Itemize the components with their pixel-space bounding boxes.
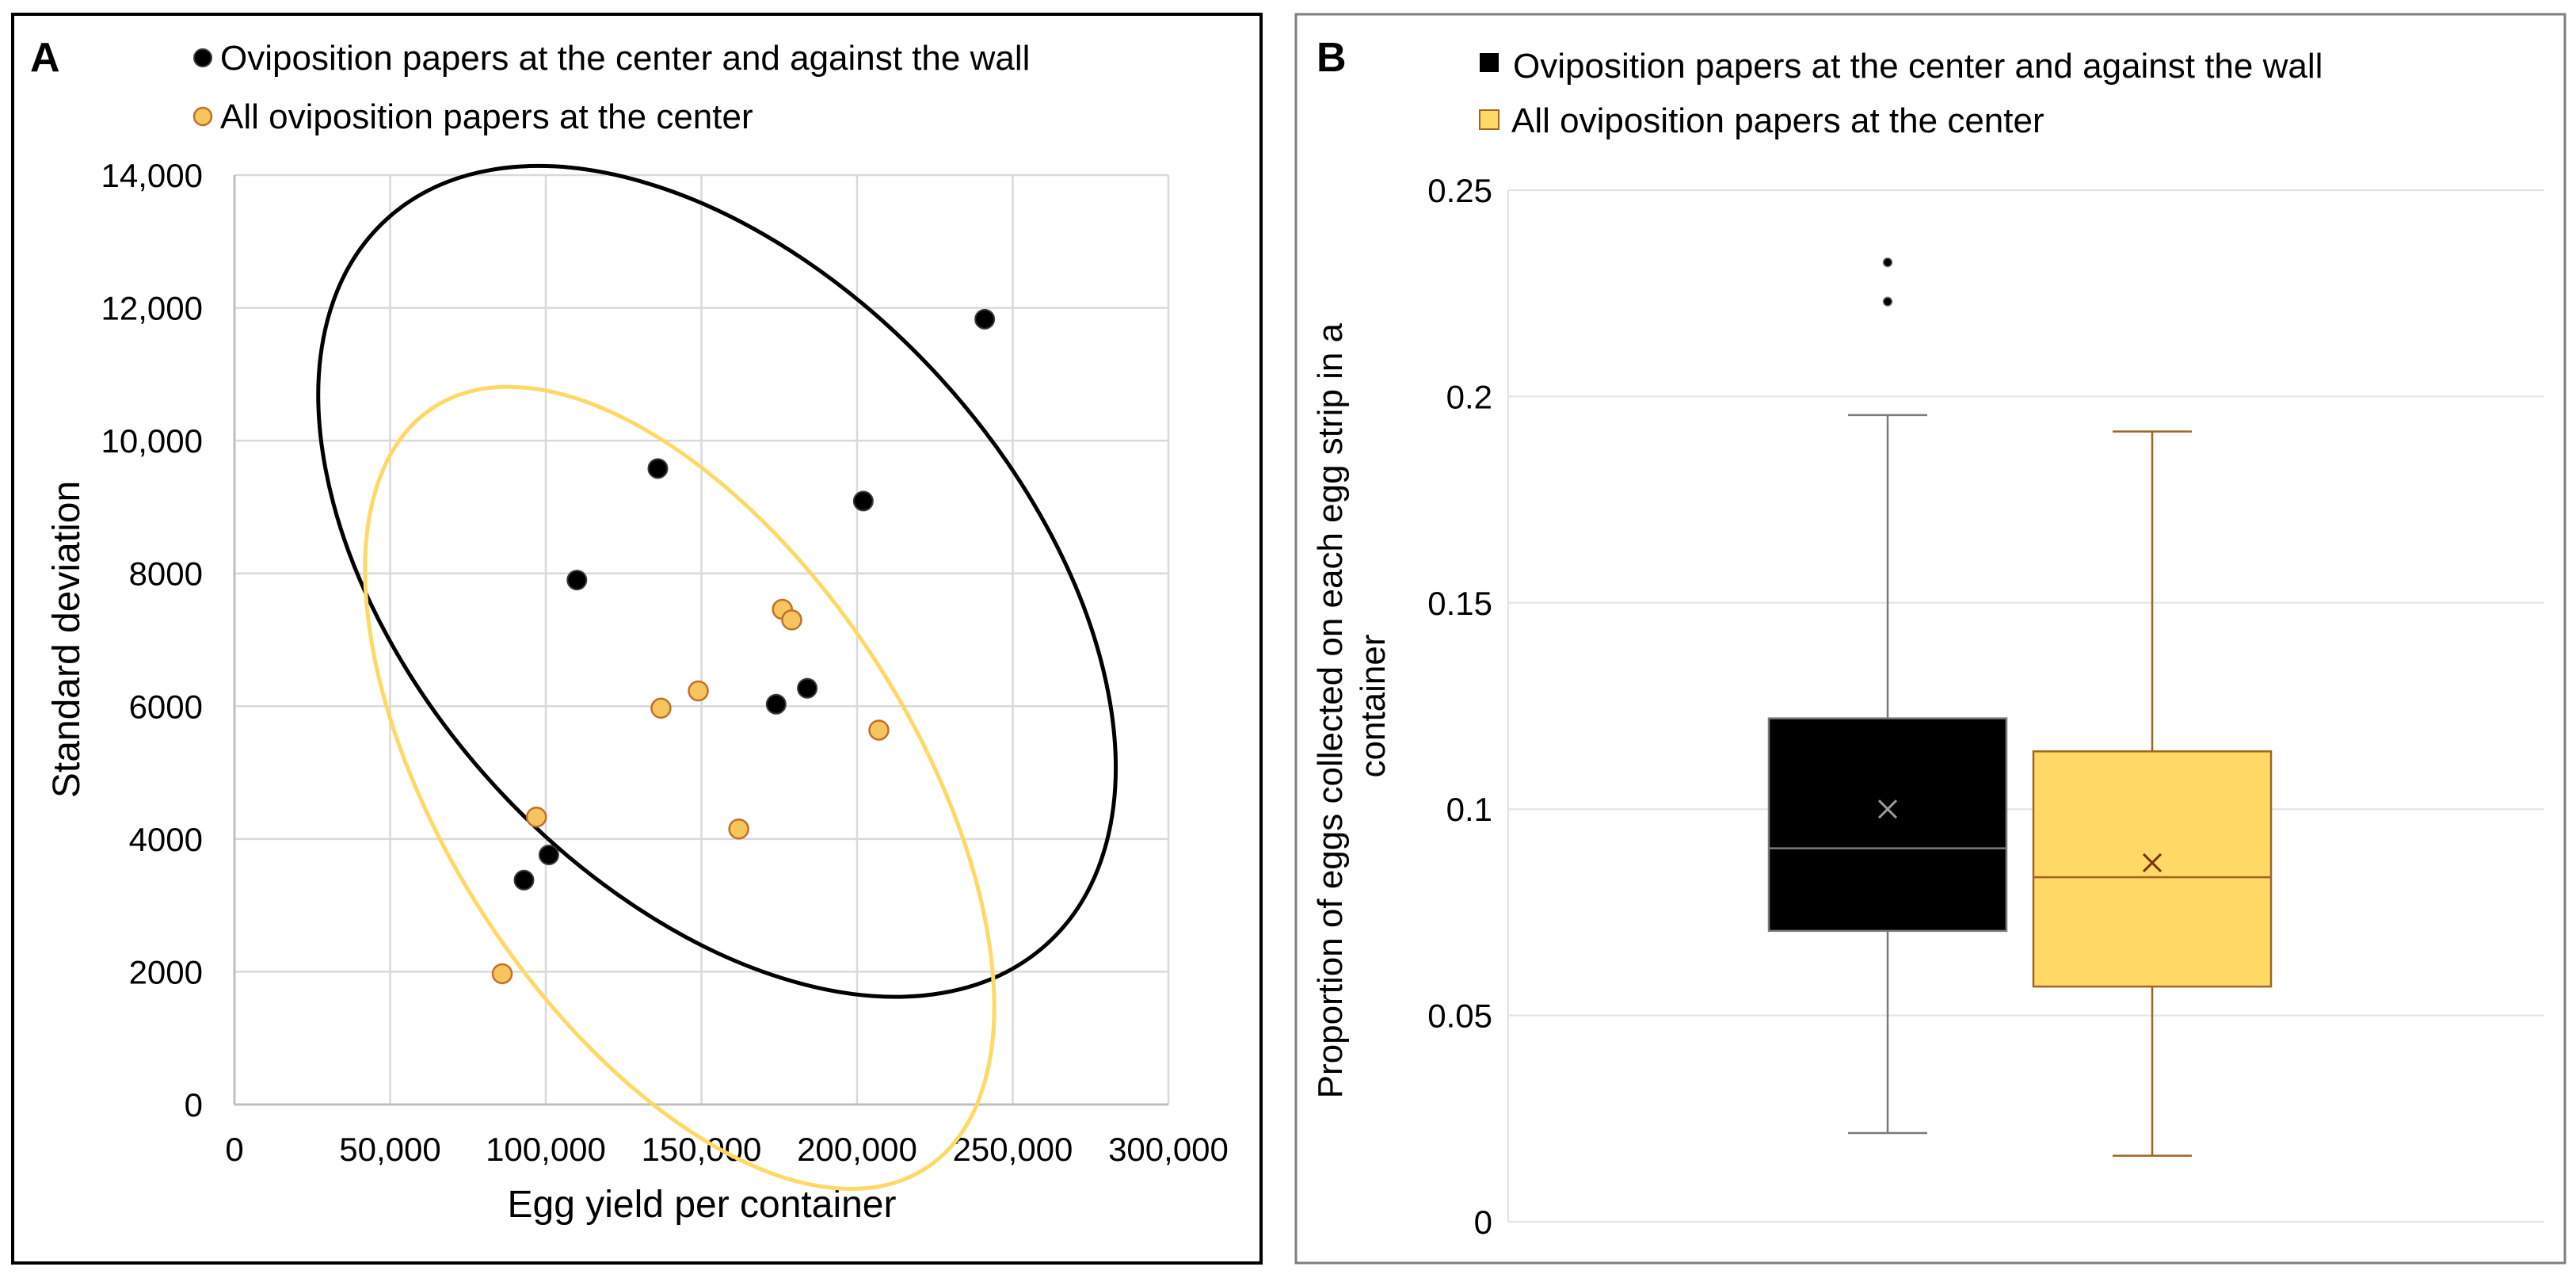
panel-b-center-mean-marker	[2142, 853, 2163, 872]
panel-a-x-tick-label: 100,000	[486, 1131, 606, 1168]
panel-a-y-tick-label: 6000	[129, 688, 203, 725]
panel-a-points	[491, 308, 996, 985]
panel-a-ellipse-wall	[316, 164, 1118, 999]
legend-a-center-label: All oviposition papers at the center	[220, 97, 753, 136]
panel-a-y-tick-label: 4000	[129, 821, 203, 858]
panel-a-ellipse-center	[363, 384, 996, 1191]
panel-a-x-tick-label: 250,000	[953, 1131, 1073, 1168]
legend-a-center-marker	[192, 106, 213, 127]
legend-b-wall-marker	[1480, 53, 1499, 72]
legend-a-wall-label: Oviposition papers at the center and aga…	[220, 39, 1030, 78]
legend-b-center-label: All oviposition papers at the center	[1511, 101, 2044, 140]
panel-a-point-wall	[797, 677, 818, 699]
panel-a-frame	[11, 13, 1263, 1265]
panel-a-point-wall	[974, 308, 996, 330]
panel-b-y-tick-labels: 0 0.05 0.1 0.15 0.2 0.25	[1427, 172, 1492, 1241]
legend-a-wall-marker	[193, 48, 212, 67]
panel-b-y-axis-title: Proportion of eggs collected on each egg…	[1311, 314, 1393, 1099]
panel-b-y-tick-label: 0.1	[1446, 791, 1492, 828]
panel-b-y-tick-label: 0	[1474, 1204, 1492, 1241]
panel-a-point-center	[491, 963, 513, 985]
panel-b-y-tick-label: 0.05	[1427, 998, 1492, 1035]
panel-a-point-wall	[765, 693, 787, 715]
panel-a-point-wall	[538, 844, 559, 865]
panel-a-scatter: A Oviposition papers at the center and a…	[11, 13, 1263, 1265]
panel-b-wall-outlier	[1882, 296, 1893, 307]
legend-b-wall-label: Oviposition papers at the center and aga…	[1513, 47, 2323, 86]
panel-a-point-center	[650, 697, 672, 719]
panel-b-wall-outlier	[1882, 257, 1893, 268]
panel-a-gridlines	[234, 174, 1170, 1105]
panel-b-center-box	[2032, 750, 2273, 988]
panel-a-y-tick-label: 14,000	[101, 157, 203, 194]
panel-a-x-tick-labels: 0 50,000 100,000 150,000 200,000 250,000 300,0…	[225, 1131, 1229, 1168]
panel-a-ellipses	[316, 164, 1118, 1191]
panel-a-point-wall	[566, 570, 588, 591]
panel-a-y-tick-label: 8000	[129, 555, 203, 593]
panel-b-wall-box	[1767, 717, 2008, 933]
panel-b-gridlines	[1508, 189, 2544, 1223]
panel-a-point-wall	[852, 490, 874, 512]
panel-b-y-tick-label: 0.2	[1446, 378, 1492, 415]
panel-b-y-axis-title-line-1: Proportion of eggs collected on each egg…	[1311, 322, 1350, 1098]
panel-b-y-tick-label: 0.15	[1427, 585, 1492, 622]
panel-a-x-tick-label: 300,000	[1108, 1131, 1229, 1168]
panel-a-y-tick-label: 12,000	[101, 290, 203, 327]
panel-b-wall-mean-marker	[1877, 799, 1898, 819]
panel-a-x-tick-label: 50,000	[339, 1131, 440, 1168]
panel-a-y-axis-title: Standard deviation	[46, 481, 88, 798]
panel-b-label: B	[1317, 35, 1347, 81]
legend-b-center-marker	[1479, 109, 1499, 130]
panel-a-x-axis-title: Egg yield per container	[508, 1184, 897, 1226]
panel-b-boxes	[1767, 257, 2273, 1157]
panel-a-y-tick-label: 0	[185, 1086, 203, 1124]
panel-a-y-tick-labels: 0 2000 4000 6000 8000 10,000 12,000 14,000	[101, 157, 203, 1124]
panel-a-label: A	[30, 35, 60, 81]
panel-a-y-tick-label: 10,000	[101, 422, 203, 460]
panel-a-x-tick-label: 200,000	[797, 1131, 917, 1168]
panel-a-point-wall	[513, 869, 535, 891]
panel-b-y-tick-label: 0.25	[1427, 172, 1492, 209]
panel-b-y-axis-title-line-2: container	[1354, 634, 1393, 777]
panel-b-boxplot: B Oviposition papers at the center and a…	[1294, 13, 2566, 1265]
panel-a-y-tick-label: 2000	[129, 953, 203, 990]
panel-a-point-center	[688, 680, 709, 702]
panel-a-point-center	[868, 719, 890, 741]
panel-a-point-center	[728, 818, 749, 840]
panel-a-point-wall	[647, 458, 669, 479]
panel-a-x-tick-label: 0	[225, 1131, 243, 1168]
panel-a-point-center	[781, 609, 802, 631]
panel-b-frame	[1294, 13, 2566, 1265]
panel-a-point-center	[525, 806, 547, 828]
